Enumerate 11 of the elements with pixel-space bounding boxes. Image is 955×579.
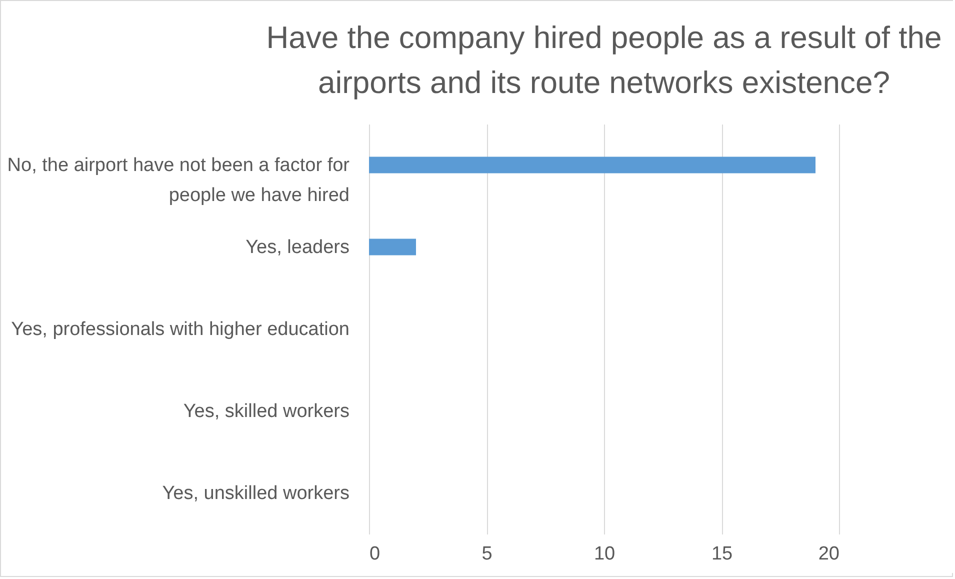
x-tick-label: 15 [711,544,733,564]
y-tick-label: Yes, professionals with higher education [11,319,350,340]
y-tick-label: Yes, skilled workers [183,401,350,422]
y-tick-label: Yes, leaders [246,237,350,258]
chart-title: Have the company hired people as a result of the airports and its route networks existence? [266,20,942,100]
x-tick-label: 0 [370,544,380,564]
y-tick-label: No, the airport have not been a factor for people we have hired [7,155,350,206]
x-tick-label: 10 [594,544,616,564]
x-tick-label: 5 [482,544,492,564]
y-tick-label: Yes, unskilled workers [162,483,350,504]
x-tick-label: 20 [818,544,840,564]
